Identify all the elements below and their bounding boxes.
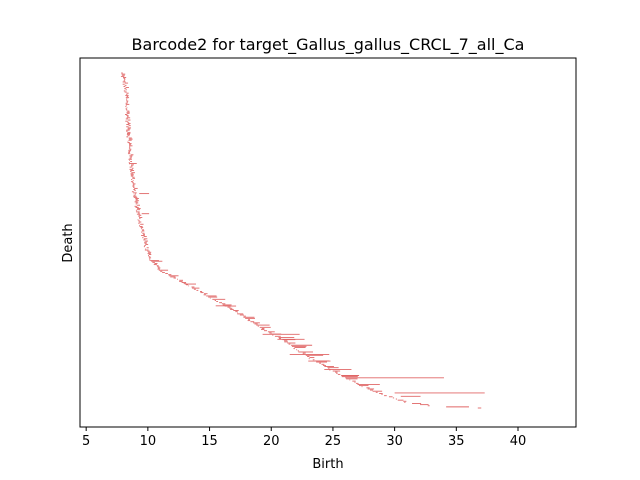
x-tick-label: 20 bbox=[263, 434, 280, 449]
y-axis-label: Death bbox=[61, 223, 76, 262]
x-tick-label: 40 bbox=[510, 434, 527, 449]
x-tick-label: 10 bbox=[140, 434, 157, 449]
x-axis-label: Birth bbox=[312, 457, 343, 472]
plot-frame bbox=[79, 57, 577, 428]
barcode-bars bbox=[120, 72, 485, 409]
x-tick-label: 15 bbox=[201, 434, 218, 449]
x-tick-label: 30 bbox=[386, 434, 403, 449]
chart-title: Barcode2 for target_Gallus_gallus_CRCL_7… bbox=[132, 35, 525, 55]
x-tick-label: 25 bbox=[325, 434, 342, 449]
x-axis-ticks: 5 10 15 20 25 30 35 40 bbox=[82, 427, 526, 449]
x-tick-label: 35 bbox=[448, 434, 465, 449]
x-tick-label: 5 bbox=[82, 434, 90, 449]
